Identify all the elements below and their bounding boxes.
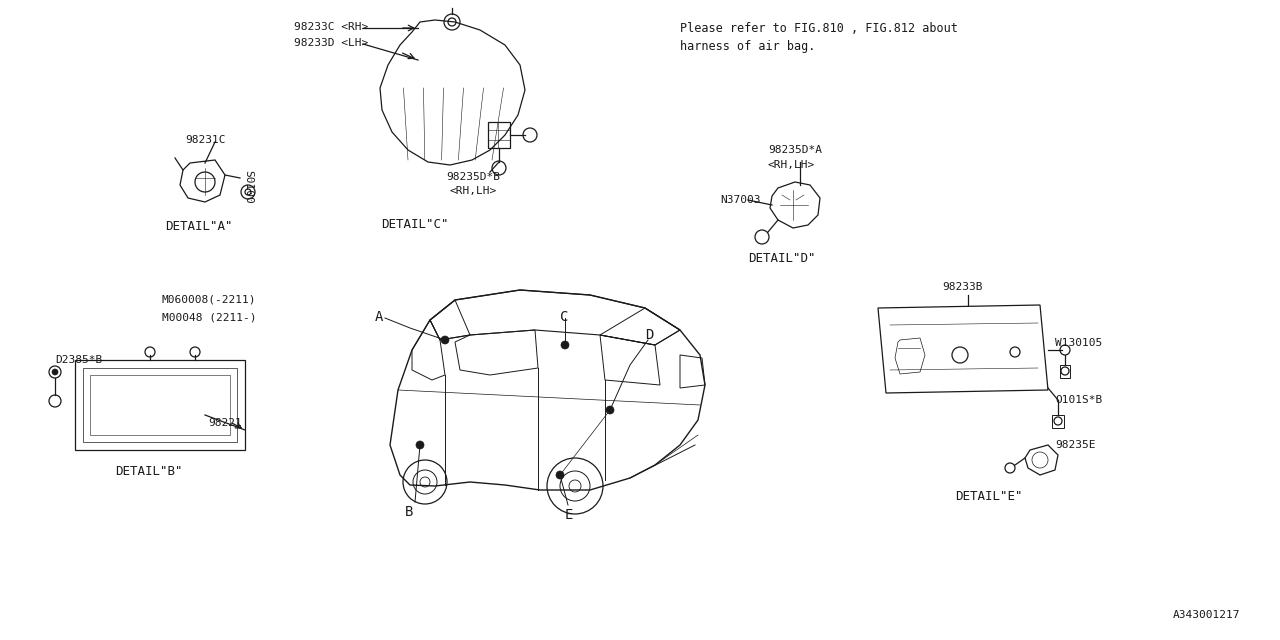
Text: DETAIL"E": DETAIL"E" — [955, 490, 1023, 503]
Text: Please refer to FIG.810 , FIG.812 about: Please refer to FIG.810 , FIG.812 about — [680, 22, 957, 35]
Text: 98231C: 98231C — [186, 135, 225, 145]
Text: B: B — [404, 505, 413, 519]
Text: M060008(-2211): M060008(-2211) — [163, 295, 256, 305]
Text: C: C — [561, 310, 568, 324]
Text: N37003: N37003 — [719, 195, 760, 205]
Text: 98235D*A: 98235D*A — [768, 145, 822, 155]
Text: D2385*B: D2385*B — [55, 355, 102, 365]
Text: 98233C <RH>: 98233C <RH> — [294, 22, 369, 32]
Text: 98235D*B: 98235D*B — [445, 172, 500, 182]
Text: DETAIL"D": DETAIL"D" — [748, 252, 815, 265]
Text: 98235E: 98235E — [1055, 440, 1096, 450]
Text: D: D — [645, 328, 653, 342]
Text: E: E — [564, 508, 573, 522]
Text: 98233B: 98233B — [942, 282, 983, 292]
Circle shape — [416, 441, 424, 449]
Text: DETAIL"C": DETAIL"C" — [381, 218, 449, 231]
Text: O101S*B: O101S*B — [1055, 395, 1102, 405]
Circle shape — [605, 406, 614, 414]
Text: <RH,LH>: <RH,LH> — [768, 160, 815, 170]
Text: M00048 (2211-): M00048 (2211-) — [163, 312, 256, 322]
Text: harness of air bag.: harness of air bag. — [680, 40, 815, 53]
Text: 98233D <LH>: 98233D <LH> — [294, 38, 369, 48]
Text: DETAIL"B": DETAIL"B" — [115, 465, 183, 478]
Text: S0100: S0100 — [243, 170, 253, 204]
Text: A: A — [375, 310, 384, 324]
Text: W130105: W130105 — [1055, 338, 1102, 348]
Text: <RH,LH>: <RH,LH> — [449, 186, 497, 196]
Circle shape — [442, 336, 449, 344]
Text: A343001217: A343001217 — [1172, 610, 1240, 620]
Circle shape — [52, 369, 58, 375]
Circle shape — [556, 471, 564, 479]
Text: DETAIL"A": DETAIL"A" — [165, 220, 233, 233]
Text: 98221: 98221 — [207, 418, 242, 428]
Circle shape — [561, 341, 570, 349]
